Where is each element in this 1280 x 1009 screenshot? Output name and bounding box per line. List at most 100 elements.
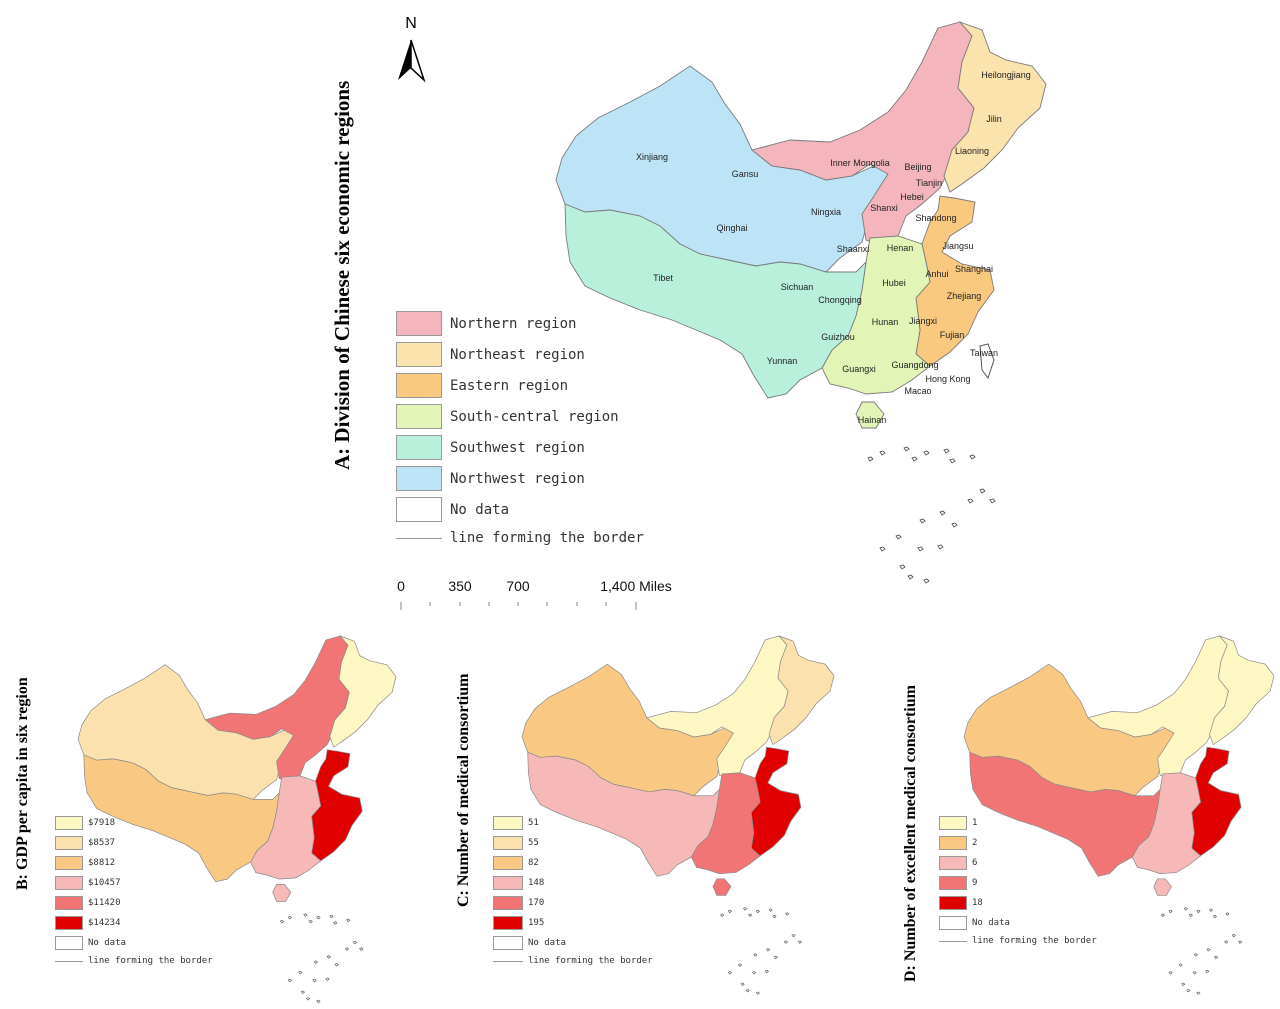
map-b-border-legend: line forming the border bbox=[55, 956, 213, 966]
province-label: Anhui bbox=[925, 269, 948, 279]
legend-swatch bbox=[396, 404, 442, 429]
legend-swatch bbox=[939, 876, 967, 890]
map-b-legend-item: $10457 bbox=[55, 876, 121, 890]
legend-label: No data bbox=[450, 501, 510, 518]
legend-swatch bbox=[493, 816, 523, 830]
legend-label: $14234 bbox=[88, 918, 121, 928]
legend-label: 51 bbox=[528, 818, 539, 828]
legend-label: Southwest region bbox=[450, 439, 585, 456]
legend-label: 6 bbox=[972, 858, 978, 868]
legend-swatch bbox=[939, 896, 967, 910]
legend-label: Northeast region bbox=[450, 346, 585, 363]
map-a-legend-item: Eastern region bbox=[396, 373, 568, 398]
province-label: Jilin bbox=[986, 114, 1002, 124]
province-label: Shandong bbox=[915, 213, 956, 223]
province-label: Hubei bbox=[882, 278, 906, 288]
map-a-island-dot bbox=[923, 578, 930, 584]
legend-swatch bbox=[493, 936, 523, 950]
map-b-region-southwest bbox=[83, 754, 280, 883]
province-label: Heilongjiang bbox=[981, 70, 1031, 80]
legend-swatch bbox=[396, 497, 442, 522]
map-a: Heilongjiang Jilin Liaoning Inner Mongolia B… bbox=[555, 20, 1047, 584]
province-label: Chongqing bbox=[818, 295, 862, 305]
legend-label: 82 bbox=[528, 858, 539, 868]
province-label: Sichuan bbox=[781, 282, 814, 292]
north-label: N bbox=[405, 15, 417, 32]
map-c-legend-item: No data bbox=[493, 936, 566, 950]
province-label: Tibet bbox=[653, 273, 673, 283]
legend-swatch bbox=[396, 466, 442, 491]
map-a-island-dot bbox=[917, 546, 924, 552]
province-label: Henan bbox=[887, 243, 914, 253]
province-label: Gansu bbox=[732, 169, 759, 179]
legend-label: line forming the border bbox=[88, 956, 213, 966]
map-a-taiwan-island bbox=[979, 343, 995, 380]
map-a-island-dot bbox=[951, 522, 958, 528]
map-a-island-dot bbox=[937, 544, 944, 550]
map-c-legend-item: 82 bbox=[493, 856, 539, 870]
map-a-island-dot bbox=[899, 564, 906, 570]
legend-label: line forming the border bbox=[450, 530, 644, 546]
map-b-legend-item: $11420 bbox=[55, 896, 121, 910]
legend-swatch bbox=[396, 311, 442, 336]
province-label: Inner Mongolia bbox=[830, 158, 890, 168]
province-label: Beijing bbox=[904, 162, 931, 172]
legend-label: Northern region bbox=[450, 315, 577, 332]
map-a-island-dot bbox=[907, 574, 914, 580]
legend-label: Northwest region bbox=[450, 470, 585, 487]
legend-label: $10457 bbox=[88, 878, 121, 888]
map-a-legend-item: No data bbox=[396, 497, 509, 522]
map-a-legend-item: Northwest region bbox=[396, 466, 585, 491]
province-label: Yunnan bbox=[767, 356, 798, 366]
map-c-legend-item: 55 bbox=[493, 836, 539, 850]
legend-swatch bbox=[55, 916, 83, 930]
map-a-island-dot bbox=[867, 456, 874, 462]
scale-bar: 0 350 700 1,400 Miles bbox=[397, 578, 672, 610]
province-label: Hunan bbox=[872, 317, 899, 327]
map-a-legend-item: Northeast region bbox=[396, 342, 585, 367]
map-b-region-south-central-1 bbox=[272, 884, 292, 902]
map-a-legend-item: South-central region bbox=[396, 404, 619, 429]
province-label: Shanxi bbox=[870, 203, 898, 213]
map-b-legend-item: $8537 bbox=[55, 836, 115, 850]
legend-swatch bbox=[55, 836, 83, 850]
map-a-island-dot bbox=[911, 456, 918, 462]
province-label: Ningxia bbox=[811, 207, 841, 217]
scale-bar-label: 0 bbox=[397, 578, 405, 594]
map-d-region-northeast bbox=[1209, 635, 1275, 746]
map-d-legend-item: 6 bbox=[939, 856, 977, 870]
legend-label: $7918 bbox=[88, 818, 116, 828]
map-a-island-dot bbox=[903, 446, 910, 452]
legend-label: 170 bbox=[528, 898, 545, 908]
map-a-island-dot bbox=[939, 510, 946, 516]
province-label: Shaanxi bbox=[837, 244, 870, 254]
legend-swatch bbox=[939, 916, 967, 930]
province-label: Hong Kong bbox=[925, 374, 970, 384]
map-c-legend-item: 51 bbox=[493, 816, 539, 830]
map-b-legend-item: $14234 bbox=[55, 916, 121, 930]
province-label: Tianjin bbox=[916, 178, 942, 188]
map-c-legend-item: 170 bbox=[493, 896, 544, 910]
legend-swatch bbox=[396, 435, 442, 460]
map-a-island-dot bbox=[943, 448, 950, 454]
legend-swatch bbox=[55, 816, 83, 830]
legend-label: South-central region bbox=[450, 408, 619, 425]
province-label: Hebei bbox=[900, 192, 924, 202]
north-arrow: N bbox=[398, 15, 426, 83]
province-label: Guizhou bbox=[821, 332, 855, 342]
map-a-island-dot bbox=[979, 488, 986, 494]
map-b-region-northeast bbox=[329, 635, 397, 748]
map-a-island-dot bbox=[879, 546, 886, 552]
map-a-island-dot bbox=[895, 534, 902, 540]
legend-label: $11420 bbox=[88, 898, 121, 908]
legend-label: line forming the border bbox=[528, 956, 653, 966]
legend-swatch bbox=[396, 342, 442, 367]
legend-swatch bbox=[939, 816, 967, 830]
legend-swatch bbox=[55, 896, 83, 910]
map-c-legend-item: 148 bbox=[493, 876, 544, 890]
map-a-island-dot bbox=[967, 498, 974, 504]
province-label: Jiangsu bbox=[942, 241, 973, 251]
